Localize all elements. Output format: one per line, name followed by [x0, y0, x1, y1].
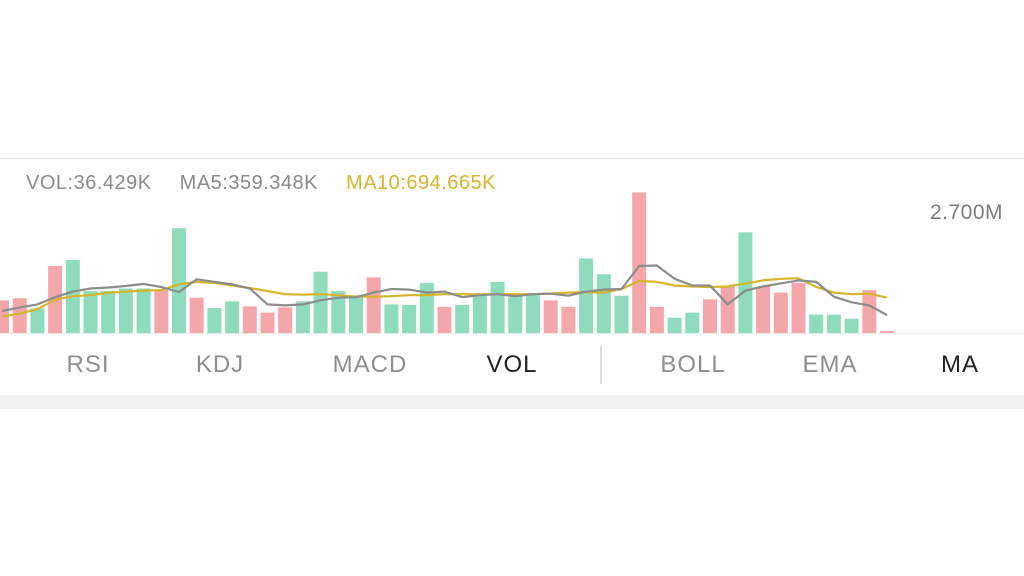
volume-bar [366, 277, 381, 333]
volume-bar [83, 291, 98, 333]
volume-bar [809, 314, 824, 333]
volume-bar [384, 304, 399, 333]
volume-bar [773, 292, 788, 333]
volume-bar [154, 290, 169, 333]
volume-bar [225, 301, 240, 333]
volume-bar [278, 307, 293, 333]
volume-bar [118, 288, 133, 333]
volume-bar [561, 306, 576, 333]
volume-panel: VOL:36.429K MA5:359.348K MA10:694.665K 2… [0, 159, 1024, 333]
volume-bar [419, 282, 434, 333]
volume-bar [720, 285, 735, 333]
tab-rsi[interactable]: RSI [66, 351, 110, 378]
volume-bar [543, 300, 558, 333]
volume-bar [685, 312, 700, 333]
volume-bar [349, 295, 363, 333]
legend-ma5-value: MA5:359.348K [179, 172, 318, 194]
bottom-strip [0, 395, 1024, 409]
volume-bar [880, 331, 894, 333]
volume-bar [207, 308, 222, 333]
tab-ma[interactable]: MA [941, 351, 979, 378]
top-divider [0, 158, 1024, 159]
volume-bar [242, 306, 257, 333]
volume-bar [826, 314, 841, 333]
volume-bar [862, 290, 877, 333]
volume-bar [402, 304, 417, 333]
y-axis-max-label: 2.700M [929, 201, 1003, 224]
volume-bar [756, 286, 771, 333]
volume-bar [632, 192, 647, 333]
volume-bar [526, 295, 540, 333]
ma5-line [1, 264, 888, 317]
volume-bar [508, 295, 523, 333]
tab-vol[interactable]: VOL [486, 351, 538, 378]
tab-macd[interactable]: MACD [332, 351, 408, 378]
tab-group-separator [600, 346, 602, 384]
volume-bar [331, 291, 346, 333]
volume-bar [579, 258, 594, 333]
volume-bar [101, 291, 116, 333]
volume-bar [791, 282, 806, 333]
volume-bar [649, 306, 664, 333]
tab-boll[interactable]: BOLL [660, 351, 726, 378]
volume-bar [703, 299, 717, 333]
volume-bar [30, 308, 45, 333]
tab-ema[interactable]: EMA [802, 351, 858, 378]
indicator-legend: VOL:36.429K MA5:359.348K MA10:694.665K [26, 172, 518, 195]
volume-bar [490, 281, 505, 333]
volume-bar [437, 306, 452, 333]
volume-bar [12, 298, 27, 333]
ma10-line [1, 277, 888, 318]
volume-bar [189, 297, 204, 333]
volume-bar [614, 295, 629, 333]
volume-bar [596, 274, 611, 333]
volume-bar [667, 317, 682, 333]
volume-bar [136, 288, 151, 333]
volume-bar [844, 318, 859, 333]
volume-bar [472, 295, 487, 333]
volume-chart [0, 192, 894, 333]
legend-vol-value: VOL:36.429K [26, 172, 152, 194]
volume-bar [455, 304, 470, 333]
volume-bar [260, 312, 275, 333]
volume-bar [313, 271, 328, 333]
volume-bar [172, 228, 186, 333]
volume-bar [295, 301, 310, 333]
indicator-tab-bar: RSI KDJ MACD VOL BOLL EMA MA [0, 333, 1024, 397]
legend-ma10-value: MA10:694.665K [346, 172, 496, 194]
tab-kdj[interactable]: KDJ [195, 351, 245, 378]
